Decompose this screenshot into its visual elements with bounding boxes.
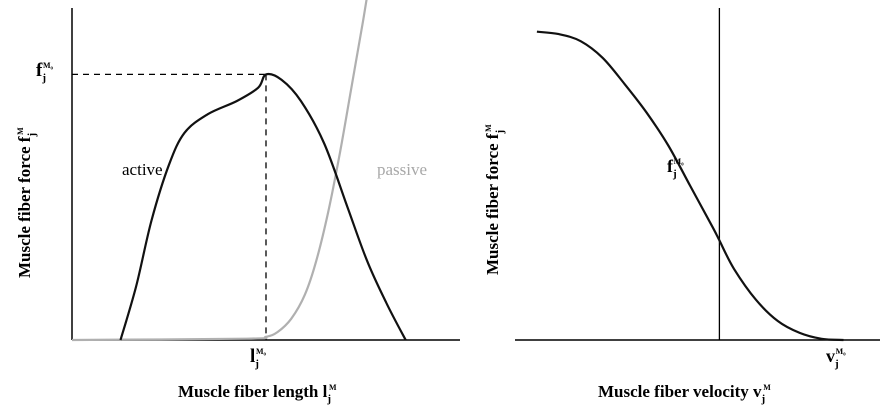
passive-force-curve [71,0,368,342]
active-label: active [122,160,163,179]
force-length-chart: active passive fjM₀ ljM₀ Muscle fiber le… [15,0,460,405]
passive-label: passive [377,160,427,179]
y-tick-label: fjM₀ [667,156,684,180]
active-force-curve [119,72,407,341]
x-axis-label: Muscle fiber length ljM [178,382,337,405]
x-tick-label: ljM₀ [250,346,267,370]
y-tick-label: fjM₀ [36,60,54,84]
force-velocity-curve [536,30,844,342]
force-velocity-chart: fjM₀ vjM₀ Muscle fiber velocity vjM Musc… [483,8,880,405]
y-axis-label: Muscle fiber force fjM [15,127,38,278]
x-axis-label: Muscle fiber velocity vjM [598,382,771,405]
y-axis-label: Muscle fiber force fjM [483,124,506,275]
x-tick-label: vjM₀ [826,346,846,370]
